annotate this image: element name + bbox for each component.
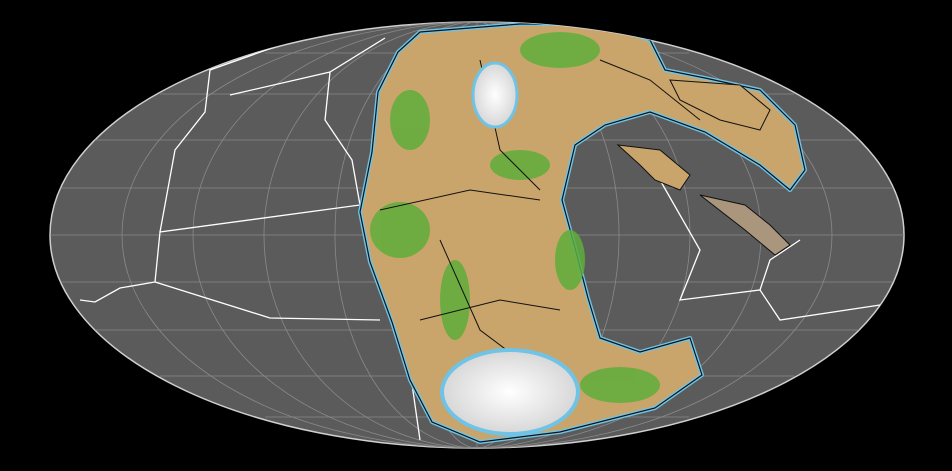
southeast-asia-terranes [699,194,791,256]
continents [358,22,807,444]
vegetation [370,32,750,403]
greenland-ice [471,61,519,129]
cimmerian-terranes [616,144,691,191]
plate-boundaries [79,37,881,441]
north-china-block [669,79,771,131]
antarctica-ice [440,348,580,436]
